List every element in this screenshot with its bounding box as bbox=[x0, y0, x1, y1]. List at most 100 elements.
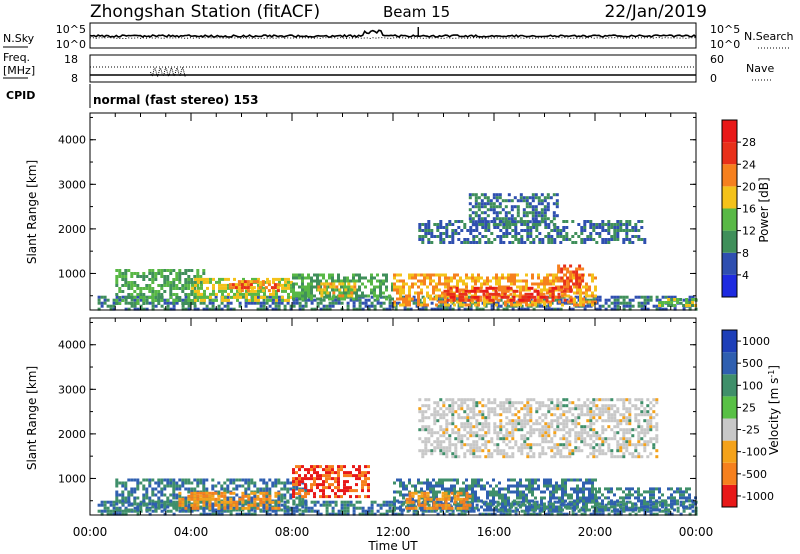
heatmap-cell bbox=[292, 483, 295, 487]
heatmap-cell bbox=[370, 304, 374, 308]
heatmap-cell bbox=[475, 422, 479, 426]
heatmap-cell bbox=[468, 505, 471, 509]
heatmap-cell bbox=[559, 455, 563, 459]
heatmap-cell bbox=[550, 512, 554, 516]
heatmap-cell bbox=[538, 431, 542, 435]
heatmap-cell bbox=[232, 496, 236, 500]
heatmap-cell bbox=[304, 506, 308, 510]
heatmap-cell bbox=[511, 509, 515, 513]
heatmap-cell bbox=[553, 428, 557, 432]
heatmap-cell bbox=[301, 465, 304, 469]
heatmap-cell bbox=[349, 474, 352, 478]
heatmap-cell bbox=[274, 478, 278, 482]
heatmap-cell bbox=[379, 301, 383, 305]
heatmap-cell bbox=[463, 241, 467, 244]
noise-panel-frame bbox=[89, 22, 697, 49]
heatmap-cell bbox=[562, 419, 566, 423]
heatmap-cell bbox=[304, 508, 308, 512]
heatmap-cell bbox=[337, 273, 340, 277]
heatmap-cell bbox=[508, 434, 512, 438]
heatmap-cell bbox=[118, 287, 122, 290]
heatmap-cell bbox=[495, 193, 499, 197]
heatmap-cell bbox=[331, 279, 334, 283]
heatmap-cell bbox=[370, 500, 374, 504]
heatmap-cell bbox=[295, 291, 298, 295]
heatmap-cell bbox=[124, 278, 128, 281]
heatmap-cell bbox=[616, 512, 620, 516]
heatmap-cell bbox=[151, 304, 155, 308]
heatmap-cell bbox=[481, 512, 485, 516]
heatmap-cell bbox=[487, 431, 491, 435]
heatmap-cell bbox=[364, 474, 367, 478]
heatmap-cell bbox=[292, 487, 296, 491]
heatmap-cell bbox=[516, 199, 520, 203]
heatmap-cell bbox=[570, 487, 573, 491]
heatmap-cell bbox=[484, 434, 488, 438]
heatmap-cell bbox=[196, 478, 200, 482]
heatmap-cell bbox=[527, 295, 531, 299]
heatmap-cell bbox=[243, 283, 247, 287]
heatmap-cell bbox=[367, 509, 371, 513]
heatmap-cell bbox=[447, 303, 450, 307]
heatmap-cell bbox=[424, 307, 428, 311]
heatmap-cell bbox=[559, 437, 563, 441]
heatmap-cell bbox=[418, 407, 422, 411]
heatmap-cell bbox=[228, 283, 232, 287]
heatmap-cell bbox=[526, 422, 530, 426]
heatmap-cell bbox=[257, 277, 260, 281]
heatmap-cell bbox=[531, 505, 534, 509]
heatmap-cell bbox=[529, 232, 533, 235]
heatmap-cell bbox=[212, 292, 215, 296]
heatmap-cell bbox=[175, 496, 179, 500]
heatmap-cell bbox=[525, 288, 528, 292]
colorbar-tick-label: 24 bbox=[742, 158, 756, 171]
heatmap-cell bbox=[271, 484, 275, 488]
heatmap-cell bbox=[561, 493, 564, 497]
heatmap-cell bbox=[298, 307, 302, 311]
heatmap-cell bbox=[199, 481, 203, 485]
heatmap-cell bbox=[490, 452, 494, 456]
heatmap-cell bbox=[393, 496, 396, 500]
heatmap-cell bbox=[130, 275, 134, 278]
heatmap-cell bbox=[432, 496, 435, 500]
heatmap-cell bbox=[343, 480, 346, 484]
heatmap-cell bbox=[576, 493, 579, 497]
heatmap-cell bbox=[541, 401, 545, 405]
heatmap-cell bbox=[622, 307, 626, 311]
heatmap-cell bbox=[538, 512, 542, 516]
heatmap-cell bbox=[573, 276, 576, 280]
heatmap-cell bbox=[625, 229, 629, 232]
heatmap-cell bbox=[451, 223, 455, 226]
heatmap-cell bbox=[562, 229, 566, 232]
heatmap-cell bbox=[367, 495, 370, 499]
heatmap-cell bbox=[175, 301, 179, 305]
heatmap-cell bbox=[275, 292, 278, 296]
heatmap-cell bbox=[160, 478, 164, 482]
heatmap-cell bbox=[472, 509, 476, 513]
heatmap-cell bbox=[224, 283, 227, 287]
heatmap-cell bbox=[260, 280, 263, 284]
heatmap-cell bbox=[453, 276, 456, 280]
heatmap-cell bbox=[550, 413, 554, 417]
heatmap-cell bbox=[417, 291, 420, 295]
heatmap-cell bbox=[408, 285, 411, 289]
heatmap-cell bbox=[139, 307, 143, 311]
heatmap-cell bbox=[591, 279, 594, 283]
heatmap-cell bbox=[247, 499, 251, 503]
heatmap-cell bbox=[259, 478, 263, 482]
heatmap-cell bbox=[448, 422, 452, 426]
heatmap-cell bbox=[163, 307, 167, 311]
heatmap-cell bbox=[235, 478, 239, 482]
heatmap-cell bbox=[538, 416, 542, 420]
heatmap-cell bbox=[456, 497, 460, 501]
heatmap-cell bbox=[475, 419, 479, 423]
heatmap-cell bbox=[516, 220, 520, 224]
heatmap-cell bbox=[447, 285, 450, 289]
heatmap-cell bbox=[251, 295, 254, 299]
heatmap-cell bbox=[454, 452, 458, 456]
heatmap-cell bbox=[151, 293, 155, 296]
heatmap-cell bbox=[484, 455, 488, 459]
heatmap-cell bbox=[441, 291, 444, 295]
heatmap-cell bbox=[658, 301, 662, 304]
